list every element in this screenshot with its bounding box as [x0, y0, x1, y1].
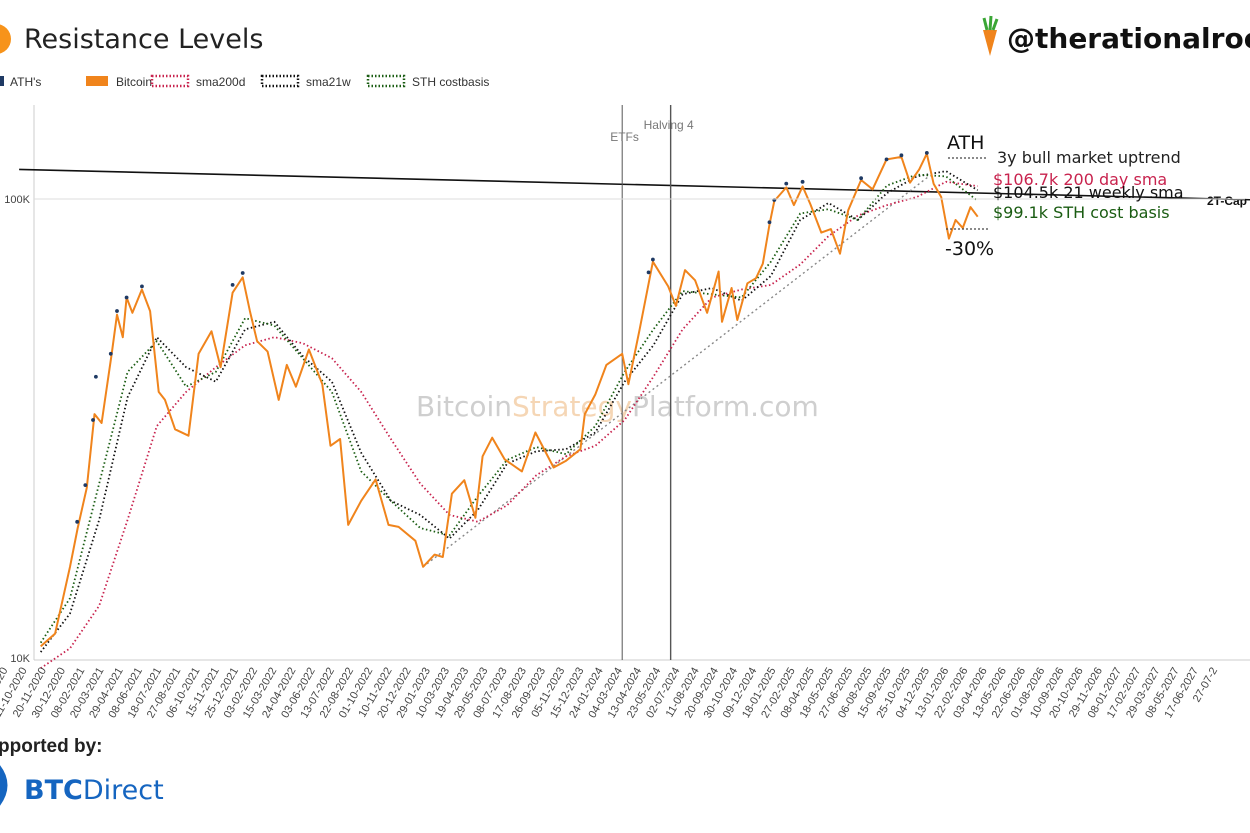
header: Resistance Levels @therationalroo	[0, 15, 1250, 56]
legend-swatch-bitcoin	[86, 76, 108, 86]
y-tick-label: 10K	[10, 653, 30, 665]
bitcoin-price-line	[40, 152, 979, 648]
legend-swatch-3	[150, 74, 190, 88]
legend-label-2: Bitcoin	[116, 75, 152, 89]
legend-label-3: sma200d	[196, 75, 245, 89]
ath-marker	[924, 151, 929, 155]
legend: ATH's Bitcoin sma200d sma21w STH costbasis	[0, 74, 489, 89]
legend-label-5: STH costbasis	[412, 75, 489, 89]
twitter-handle: @therationalroo	[1007, 22, 1250, 55]
ath-marker	[83, 483, 88, 488]
watermark-bitcoin: Bitcoin	[416, 390, 512, 423]
watermark-platform: Platform.com	[632, 390, 819, 423]
cap-line	[19, 168, 1250, 201]
ath-marker	[140, 284, 144, 289]
annotation-sma21w: $104.5k 21 weekly sma	[993, 183, 1184, 202]
annotation-sma200: $106.7k 200 day sma	[993, 170, 1167, 189]
y-axis-ticks: 100K 10K	[4, 194, 1245, 665]
legend-swatch-5	[366, 74, 406, 88]
legend-label-4: sma21w	[306, 75, 351, 89]
sponsor-name: BTCDirect	[24, 775, 164, 806]
page-title: Resistance Levels	[24, 24, 263, 55]
footer: pported by: BTCDirect	[0, 736, 164, 806]
carrot-icon	[982, 15, 999, 56]
bitcoin-logo-icon	[0, 24, 11, 54]
ath-marker	[230, 282, 235, 287]
ath-marker	[75, 519, 80, 524]
ath-marker	[899, 153, 904, 158]
ath-marker	[93, 374, 98, 379]
trend-line	[422, 175, 930, 568]
annotation-bull-market: 3y bull market uptrend	[997, 148, 1181, 167]
ath-marker	[115, 309, 119, 313]
sponsor-light: Direct	[83, 775, 164, 806]
ath-marker	[884, 157, 889, 162]
annotation-sth: $99.1k STH cost basis	[993, 203, 1170, 222]
cap-line-label: 2T-Cap	[1207, 194, 1247, 208]
annotation-drawdown: -30%	[945, 238, 994, 260]
ath-marker	[646, 270, 651, 275]
ath-marker	[650, 257, 655, 262]
btc-direct-logo-icon	[0, 765, 8, 806]
ath-marker	[108, 351, 113, 356]
sponsor-bold: BTC	[24, 775, 83, 806]
sma200d-line	[40, 180, 978, 669]
legend-swatch-ath	[0, 76, 4, 86]
y-tick-label: 100K	[4, 194, 30, 206]
vertical-line-label-2: Halving 4	[644, 118, 694, 132]
supported-by-label: pported by:	[0, 736, 103, 757]
ath-marker	[800, 179, 805, 184]
sth-costbasis-line	[39, 173, 979, 644]
vertical-line-label-1: ETFs	[610, 130, 639, 144]
watermark-strategy: Strategy	[512, 390, 632, 423]
ath-marker	[240, 271, 245, 275]
annotations: ATH 3y bull market uptrend $106.7k 200 day…	[945, 132, 1184, 260]
ath-marker	[859, 176, 864, 181]
x-axis-ticks: -09-202011-10-202020-11-202030-12-202008…	[0, 665, 1220, 720]
ath-marker	[767, 220, 772, 225]
legend-swatch-4	[260, 74, 300, 88]
annotation-ath: ATH	[947, 132, 984, 154]
ath-marker	[124, 295, 129, 300]
ath-marker	[91, 418, 95, 422]
plot-area: 2T-Cap ETFs Halving 4	[19, 105, 1250, 669]
ath-marker	[784, 181, 789, 186]
legend-label-1: ATH's	[10, 75, 41, 89]
